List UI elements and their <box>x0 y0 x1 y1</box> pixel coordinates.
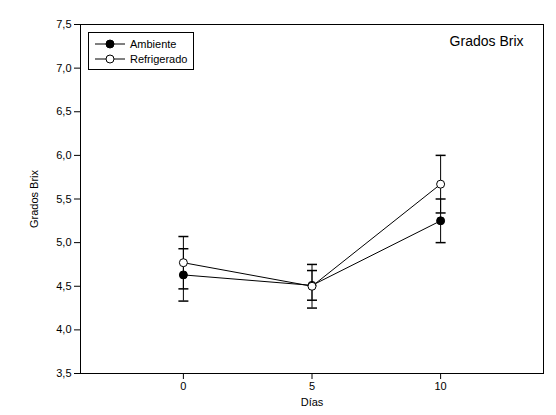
html-text:Refrigerado: Refrigerado <box>130 52 188 65</box>
svg-text:7,0: 7,0 <box>56 62 71 74</box>
html-text:Ambiente: Ambiente <box>130 37 177 50</box>
svg-text:4,5: 4,5 <box>56 280 71 292</box>
svg-text:6,0: 6,0 <box>56 149 71 161</box>
svg-text:3,5: 3,5 <box>56 367 71 379</box>
svg-text:Grados Brix: Grados Brix <box>28 169 40 228</box>
svg-text:5,5: 5,5 <box>56 193 71 205</box>
svg-text:6,5: 6,5 <box>56 105 71 117</box>
svg-text:Grados Brix: Grados Brix <box>450 33 524 49</box>
svg-text:10: 10 <box>434 380 446 392</box>
svg-text:Días: Días <box>301 396 324 408</box>
svg-text:4,0: 4,0 <box>56 323 71 335</box>
svg-text:5,0: 5,0 <box>56 236 71 248</box>
svg-text:5: 5 <box>309 380 315 392</box>
svg-text:7,5: 7,5 <box>56 18 71 30</box>
svg-text:0: 0 <box>180 380 186 392</box>
